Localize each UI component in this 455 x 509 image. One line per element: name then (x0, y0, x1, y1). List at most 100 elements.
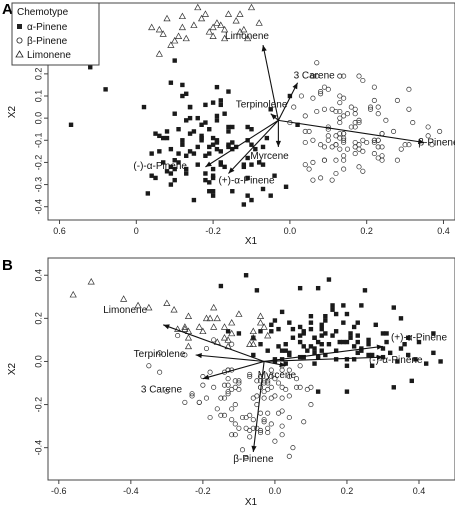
beta-pinene-point (344, 111, 351, 117)
x-tick-label: -0.2 (195, 486, 211, 496)
loading-vector-label: 3 Carene (141, 385, 183, 396)
limonene-point (178, 23, 186, 31)
alpha-pinene-point (369, 363, 375, 368)
alpha-pinene-point (187, 131, 193, 136)
alpha-pinene-point (172, 177, 177, 183)
loading-vector-arrowhead (261, 45, 267, 52)
beta-pinene-point (302, 162, 308, 168)
loading-vector-line (264, 345, 384, 363)
alpha-pinene-point (164, 135, 170, 141)
beta-pinene-point (243, 414, 249, 421)
alpha-pinene-point (256, 160, 262, 165)
alpha-pinene-point (199, 135, 204, 141)
beta-pinene-point (293, 376, 300, 382)
beta-pinene-point (232, 402, 238, 408)
x-tick-label: 0.0 (284, 226, 297, 236)
x-tick-label: 0.0 (269, 486, 282, 496)
beta-pinene-point (203, 395, 210, 401)
limonene-point (195, 323, 203, 330)
beta-pinene-point (164, 389, 170, 395)
beta-pinene-point (250, 417, 256, 423)
beta-pinene-point (379, 157, 385, 163)
beta-pinene-point (344, 146, 351, 152)
beta-pinene-point (232, 421, 238, 427)
alpha-pinene-point (351, 344, 357, 349)
alpha-pinene-point (210, 175, 216, 181)
alpha-pinene-point (172, 158, 177, 163)
alpha-pinene-point (241, 202, 247, 207)
limonene-point (155, 50, 163, 57)
beta-pinene-point (257, 430, 264, 436)
panel-a-x-ticks: 0.6 0 -0.2 0.0 0.2 0.4 (53, 220, 450, 236)
limonene-point (202, 314, 211, 322)
loading-vector-line (228, 119, 279, 174)
beta-pinene-point (272, 438, 278, 444)
limonene-point (249, 340, 257, 347)
loading-vector-line (264, 356, 383, 363)
y-tick-label: 0.2 (33, 68, 43, 81)
panel-b-y-axis-title: X2 (7, 362, 18, 375)
beta-pinene-point (189, 393, 195, 399)
beta-pinene-point (225, 391, 231, 397)
beta-pinene-point (337, 100, 343, 106)
alpha-pinene-point (416, 339, 422, 345)
alpha-pinene-point (254, 288, 260, 293)
beta-pinene-point (182, 399, 188, 405)
beta-pinene-point (348, 124, 354, 130)
beta-pinene-point (325, 86, 331, 92)
y-tick-label: -0.4 (33, 199, 43, 215)
beta-pinene-point (247, 427, 253, 433)
beta-pinene-point (265, 378, 271, 384)
alpha-pinene-point (210, 193, 216, 198)
beta-pinene-point (265, 386, 271, 393)
alpha-pinene-point (287, 93, 293, 99)
loading-vector-arrowhead (279, 362, 286, 368)
beta-pinene-point (200, 373, 206, 380)
alpha-pinene-point (355, 339, 360, 345)
beta-pinene-point (221, 395, 228, 401)
alpha-pinene-point (210, 173, 216, 178)
beta-pinene-point (356, 73, 362, 79)
limonene-point (240, 25, 248, 33)
beta-pinene-point (375, 155, 381, 161)
alpha-pinene-point (366, 342, 371, 347)
alpha-pinene-point (226, 142, 231, 147)
beta-pinene-point (257, 378, 264, 384)
beta-pinene-point (371, 97, 377, 103)
y-tick-label: -0.2 (33, 397, 43, 413)
beta-pinene-point (268, 421, 274, 427)
limonene-point (120, 295, 128, 302)
loading-vector-label: β-Pinene (233, 454, 274, 465)
beta-pinene-point (352, 111, 358, 117)
alpha-pinene-point (269, 322, 274, 328)
alpha-pinene-point (308, 344, 314, 349)
beta-pinene-point (250, 395, 256, 401)
alpha-pinene-point (341, 320, 346, 325)
alpha-pinene-point (176, 151, 181, 156)
alpha-pinene-point (319, 326, 324, 332)
alpha-pinene-point (249, 197, 254, 203)
loading-vector-line (195, 354, 265, 363)
limonene-point (213, 314, 221, 322)
beta-pinene-point (375, 104, 381, 110)
beta-pinene-point (239, 414, 246, 421)
alpha-pinene-point (344, 389, 350, 394)
alpha-pinene-point (290, 335, 296, 340)
limonene-point (205, 28, 213, 35)
beta-pinene-point (352, 144, 358, 150)
alpha-pinene-point (176, 160, 181, 165)
alpha-pinene-point (195, 144, 200, 150)
alpha-pinene-point (203, 153, 208, 158)
limonene-point (174, 32, 183, 39)
beta-pinene-point (406, 142, 412, 148)
alpha-pinene-point (184, 91, 189, 96)
alpha-pinene-point (333, 311, 339, 317)
alpha-pinene-point (391, 385, 396, 390)
legend-box (11, 2, 100, 66)
beta-pinene-point (379, 144, 385, 150)
beta-pinene-point (286, 373, 292, 380)
loading-vector-arrowhead (205, 161, 212, 167)
alpha-pinene-point (323, 331, 328, 336)
alpha-pinene-point (312, 350, 317, 356)
beta-pinene-point (333, 133, 339, 139)
